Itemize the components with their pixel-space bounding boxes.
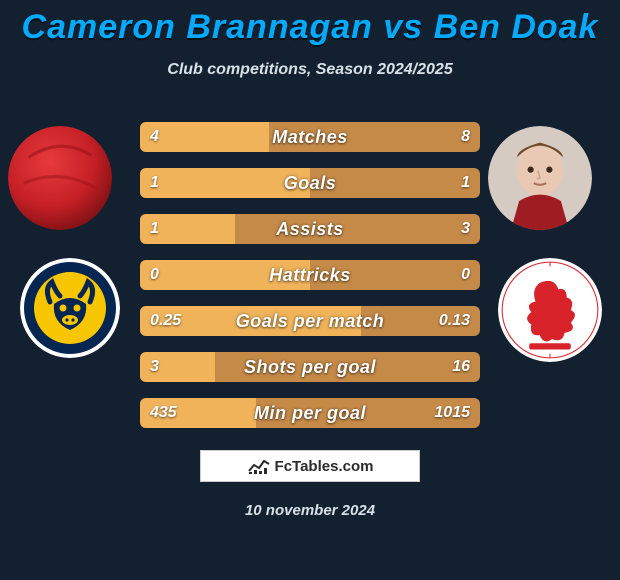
stat-row-value-left: 3 <box>150 352 159 382</box>
stat-row: Hattricks0 0 <box>140 260 480 290</box>
stat-row-value-left: 0 <box>150 260 159 290</box>
stat-row-value-right: 0 <box>461 260 470 290</box>
stat-row-value-left: 0.25 <box>150 306 181 336</box>
fctables-logo-icon <box>247 457 271 475</box>
stat-row-label: Min per goal <box>140 398 480 428</box>
stat-row-value-left: 435 <box>150 398 177 428</box>
stat-row-value-left: 4 <box>150 122 159 152</box>
stat-row: Assists1 3 <box>140 214 480 244</box>
stat-row-value-right: 1 <box>461 168 470 198</box>
stat-row-label: Goals <box>140 168 480 198</box>
stat-row-value-right: 16 <box>452 352 470 382</box>
stat-row: Goals per match0.25 0.13 <box>140 306 480 336</box>
stat-row-label: Shots per goal <box>140 352 480 382</box>
club-left-badge <box>20 258 120 358</box>
page-title: Cameron Brannagan vs Ben Doak <box>0 0 620 47</box>
stat-row: Matches4 8 <box>140 122 480 152</box>
date-text: 10 november 2024 <box>0 502 620 519</box>
stat-row-label: Assists <box>140 214 480 244</box>
club-right-badge <box>498 258 602 362</box>
stat-row-value-left: 1 <box>150 214 159 244</box>
stat-row-value-right: 0.13 <box>439 306 470 336</box>
stat-row-value-right: 3 <box>461 214 470 244</box>
stat-row: Goals1 1 <box>140 168 480 198</box>
player-right-avatar <box>488 126 592 230</box>
attribution-text: FcTables.com <box>275 458 374 475</box>
subtitle: Club competitions, Season 2024/2025 <box>0 61 620 79</box>
stat-row-value-right: 1015 <box>434 398 470 428</box>
stat-bars: Matches48Goals11Assists13Hattricks00Goal… <box>140 122 480 444</box>
stat-row-value-left: 1 <box>150 168 159 198</box>
stat-row-label: Goals per match <box>140 306 480 336</box>
stat-row-label: Hattricks <box>140 260 480 290</box>
stat-row: Min per goal435 1015 <box>140 398 480 428</box>
stat-row-label: Matches <box>140 122 480 152</box>
player-left-avatar <box>8 126 112 230</box>
stat-row-value-right: 8 <box>461 122 470 152</box>
attribution: FcTables.com <box>200 450 420 482</box>
stat-row: Shots per goal3 16 <box>140 352 480 382</box>
